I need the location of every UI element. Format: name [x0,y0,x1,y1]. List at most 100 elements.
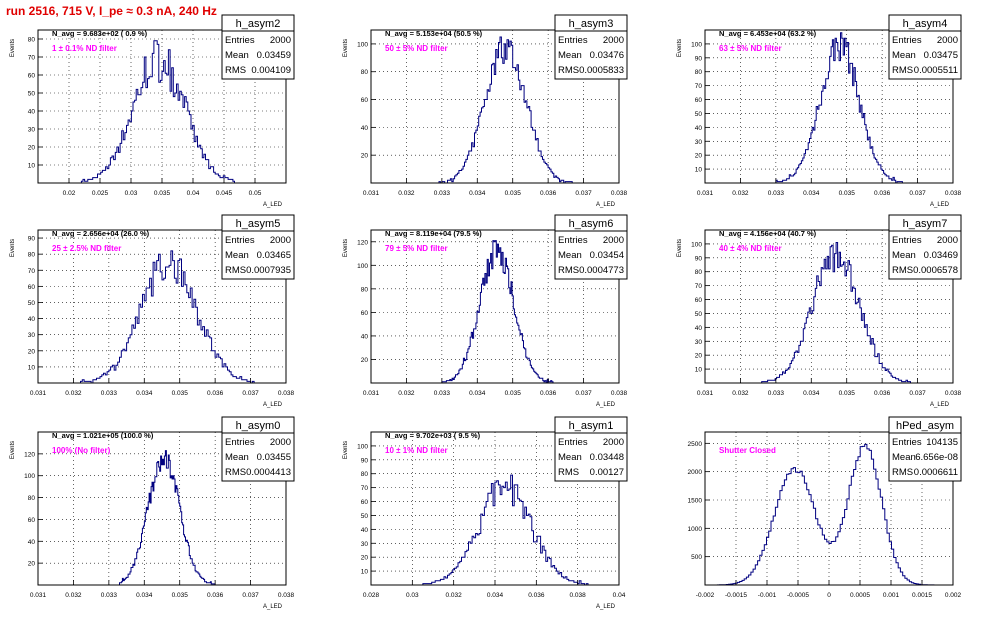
x-tick-label: 0.032 [398,190,415,197]
x-tick-label: 0.037 [909,390,926,397]
x-axis-title: A_LED [930,202,950,208]
y-tick-label: 60 [361,97,369,104]
y-tick-label: 40 [695,325,703,332]
y-tick-label: 60 [361,499,369,506]
x-tick-label: 0.02 [63,190,76,197]
stats-label: Entries [892,437,922,448]
x-tick-label: 0.032 [732,390,749,397]
y-tick-label: 30 [361,541,369,548]
histogram-panel-h_asym0: 0.031 0.032 0.033 0.034 0.035 0.036 0.037 0.038… [10,416,295,610]
x-tick-label: 0.035 [505,390,522,397]
x-tick-label: 0.032 [398,390,415,397]
filter-annotation: 50 ± 5% ND filter [385,44,448,53]
x-tick-label: 0.038 [278,592,295,599]
y-tick-label: 20 [695,353,703,360]
histogram-title: h_asym4 [903,18,948,30]
y-tick-label: 50 [28,300,36,307]
x-tick-label: 0.045 [216,190,233,197]
x-tick-label: 0.038 [570,592,587,599]
y-axis-title: Events [343,39,349,57]
y-tick-label: 100 [24,473,35,480]
stats-value: 0.004109 [251,65,291,76]
stats-label: Mean [892,250,916,261]
x-tick-label: 0.031 [30,592,47,599]
n-avg-label: N_avg = 5.153e+04 (50.5 %) [385,29,483,38]
page-title: run 2516, 715 V, I_pe ≈ 0.3 nA, 240 Hz [6,4,217,18]
x-tick-label: -0.002 [696,592,715,599]
stats-value: 0.03469 [924,250,958,261]
x-tick-label: 0.034 [469,190,486,197]
filter-annotation: Shutter Closed [719,446,776,455]
y-tick-label: 2500 [688,441,703,448]
x-tick-label: 0.037 [242,592,259,599]
y-tick-label: 10 [695,167,703,174]
y-tick-label: 10 [28,364,36,371]
y-tick-label: 70 [695,83,703,90]
stats-value: 0.0005511 [914,65,958,76]
stats-label: Mean [558,452,582,463]
x-tick-label: 0.03 [125,190,138,197]
stats-label: Mean [892,452,916,463]
histogram-line [434,36,577,184]
stats-label: RMS [225,65,246,76]
x-tick-label: 0.035 [839,190,856,197]
x-tick-label: 0.033 [434,390,451,397]
y-tick-label: 80 [695,269,703,276]
stats-value: 2000 [937,235,958,246]
stats-box [888,432,962,482]
stats-label: Entries [225,235,255,246]
y-tick-label: 1500 [688,498,703,505]
x-tick-label: 0.001 [883,592,900,599]
x-axis-title: A_LED [596,202,616,208]
x-tick-label: 0.036 [874,390,891,397]
y-tick-label: 80 [361,471,369,478]
y-tick-label: 120 [24,451,35,458]
y-axis-title: Events [10,39,16,57]
stats-value: 6.656e-08 [915,452,958,463]
stats-value: 0.0004413 [246,467,291,478]
stats-label: RMS [558,265,579,276]
stats-value: 0.03475 [924,50,958,61]
stats-label: Entries [558,437,588,448]
y-tick-label: 90 [28,236,36,243]
histogram-title: h_asym3 [569,18,614,30]
y-tick-label: 40 [28,316,36,323]
histogram-title: h_asym0 [236,420,281,432]
x-tick-label: 0.032 [65,592,82,599]
histogram-line [80,250,258,384]
filter-annotation: 10 ± 1% ND filter [385,446,448,455]
y-tick-label: 100 [691,241,702,248]
x-tick-label: 0.038 [945,190,962,197]
histogram-line [761,242,911,383]
histogram-panel-h_asym6: 0.031 0.032 0.033 0.034 0.035 0.036 0.037 0.038… [343,214,628,408]
x-tick-label: 0.033 [434,190,451,197]
y-tick-label: 30 [695,139,703,146]
x-tick-label: 0.037 [909,190,926,197]
n-avg-label: N_avg = 9.683e+02 ( 0.9 %) [52,29,148,38]
stats-value: 0.00127 [590,467,624,478]
stats-value: 0.03455 [257,452,291,463]
histogram-title: h_asym5 [236,218,281,230]
x-tick-label: 0 [827,592,831,599]
x-axis-title: A_LED [263,202,283,208]
x-tick-label: -0.0015 [725,592,747,599]
stats-value: 0.03465 [257,250,291,261]
y-tick-label: 70 [28,55,36,62]
x-axis-title: A_LED [596,402,616,408]
y-axis-title: Events [10,239,16,257]
x-tick-label: -0.0005 [787,592,809,599]
x-tick-label: 0.033 [101,390,118,397]
x-tick-label: 0.033 [101,592,118,599]
stats-label: RMS [558,65,579,76]
x-tick-label: 0.037 [242,390,259,397]
stats-value: 2000 [937,35,958,46]
y-tick-label: 90 [695,55,703,62]
y-tick-label: 70 [28,268,36,275]
x-tick-label: 0.032 [446,592,463,599]
stats-label: RMS [225,265,246,276]
x-tick-label: 0.034 [469,390,486,397]
x-tick-label: 0.031 [697,390,714,397]
y-axis-title: Events [343,239,349,257]
histogram-line [775,32,911,184]
y-axis-title: Events [677,239,683,257]
